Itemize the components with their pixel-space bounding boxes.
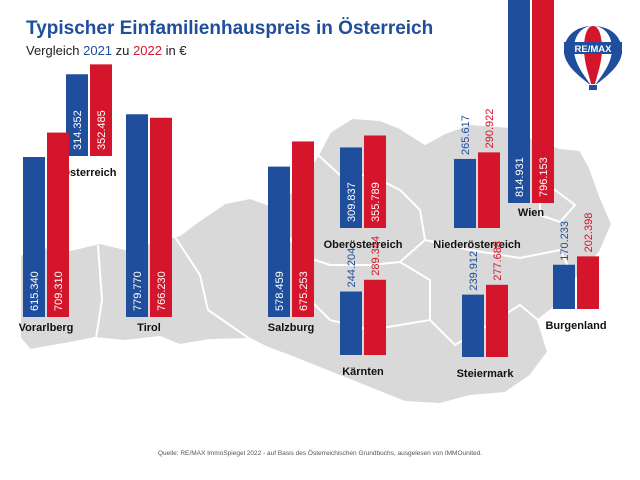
region-label-niederoesterreich: Niederösterreich — [433, 239, 521, 251]
value-label-wien-2021: 814.931 — [514, 157, 526, 197]
bar-tirol-2022 — [150, 117, 172, 317]
remax-balloon-logo: RE/MAX — [564, 26, 622, 90]
bar-steiermark-2021 — [462, 294, 484, 357]
region-label-burgenland: Burgenland — [545, 320, 606, 332]
region-label-steiermark: Steiermark — [457, 368, 515, 380]
bar-niederoesterreich-2021 — [454, 158, 476, 228]
bar-wien-2022 — [532, 0, 554, 204]
value-label-niederoesterreich-2021: 265.617 — [460, 115, 472, 155]
subtitle-suffix: in € — [165, 43, 187, 58]
bar-kaernten-2022 — [364, 279, 386, 355]
value-label-oesterreich-2022: 352.485 — [96, 110, 108, 150]
bar-steiermark-2022 — [486, 284, 508, 357]
value-label-steiermark-2021: 239.912 — [468, 251, 480, 291]
value-label-tirol-2021: 779.770 — [132, 271, 144, 311]
value-label-steiermark-2022: 277.688 — [492, 241, 504, 281]
source-note: Quelle: RE/MAX ImmoSpiegel 2022 - auf Ba… — [157, 450, 483, 457]
bar-tirol-2021 — [126, 114, 148, 318]
value-label-kaernten-2022: 289.344 — [370, 236, 382, 276]
chart-subtitle: Vergleich 2021 zu 2022 in € — [26, 43, 187, 58]
value-label-salzburg-2022: 675.253 — [298, 271, 310, 311]
logo-text: RE/MAX — [575, 44, 613, 55]
subtitle-year-2022: 2022 — [133, 43, 162, 58]
bar-groups: 314.352 352.485 Österreich 615.340 709.310 Vo… — [19, 0, 607, 380]
bar-salzburg-2021 — [268, 166, 290, 317]
value-label-burgenland-2022: 202.398 — [583, 213, 595, 253]
region-label-oesterreich: Österreich — [61, 166, 116, 179]
value-label-salzburg-2021: 578.459 — [274, 271, 286, 311]
bar-vorarlberg-2022 — [47, 132, 69, 317]
value-label-wien-2022: 796.153 — [538, 157, 550, 197]
subtitle-year-2021: 2021 — [83, 43, 113, 58]
value-label-vorarlberg-2022: 709.310 — [53, 271, 65, 311]
value-label-kaernten-2021: 244.204 — [346, 248, 358, 288]
region-label-vorarlberg: Vorarlberg — [19, 322, 74, 334]
value-label-oberoesterreich-2021: 309.837 — [346, 182, 358, 222]
bar-burgenland-2021 — [553, 264, 575, 309]
value-label-tirol-2022: 766.230 — [156, 271, 168, 311]
chart-title: Typischer Einfamilienhauspreis in Österr… — [26, 18, 434, 39]
bar-oberoesterreich-2022 — [364, 135, 386, 228]
value-label-vorarlberg-2021: 615.340 — [29, 271, 41, 311]
value-label-niederoesterreich-2022: 290.922 — [484, 109, 496, 149]
region-label-wien: Wien — [518, 207, 544, 219]
bar-kaernten-2021 — [340, 291, 362, 355]
bar-niederoesterreich-2022 — [478, 152, 500, 228]
bar-salzburg-2022 — [292, 141, 314, 317]
region-label-tirol: Tirol — [137, 322, 161, 334]
subtitle-middle: zu — [115, 43, 130, 58]
region-label-salzburg: Salzburg — [268, 322, 314, 334]
bar-burgenland-2022 — [577, 256, 599, 309]
bar-oesterreich-2022 — [90, 64, 112, 156]
bar-vorarlberg-2021 — [23, 157, 45, 317]
value-label-oesterreich-2021: 314.352 — [72, 110, 84, 150]
region-label-kaernten: Kärnten — [342, 366, 384, 378]
region-label-oberoesterreich: Oberösterreich — [324, 239, 403, 251]
value-label-burgenland-2021: 170.233 — [559, 221, 571, 261]
bar-oberoesterreich-2021 — [340, 147, 362, 228]
value-label-oberoesterreich-2022: 355.789 — [370, 182, 382, 222]
bar-wien-2021 — [508, 0, 530, 204]
bar-oesterreich-2021 — [66, 74, 88, 156]
subtitle-prefix: Vergleich — [26, 43, 80, 58]
